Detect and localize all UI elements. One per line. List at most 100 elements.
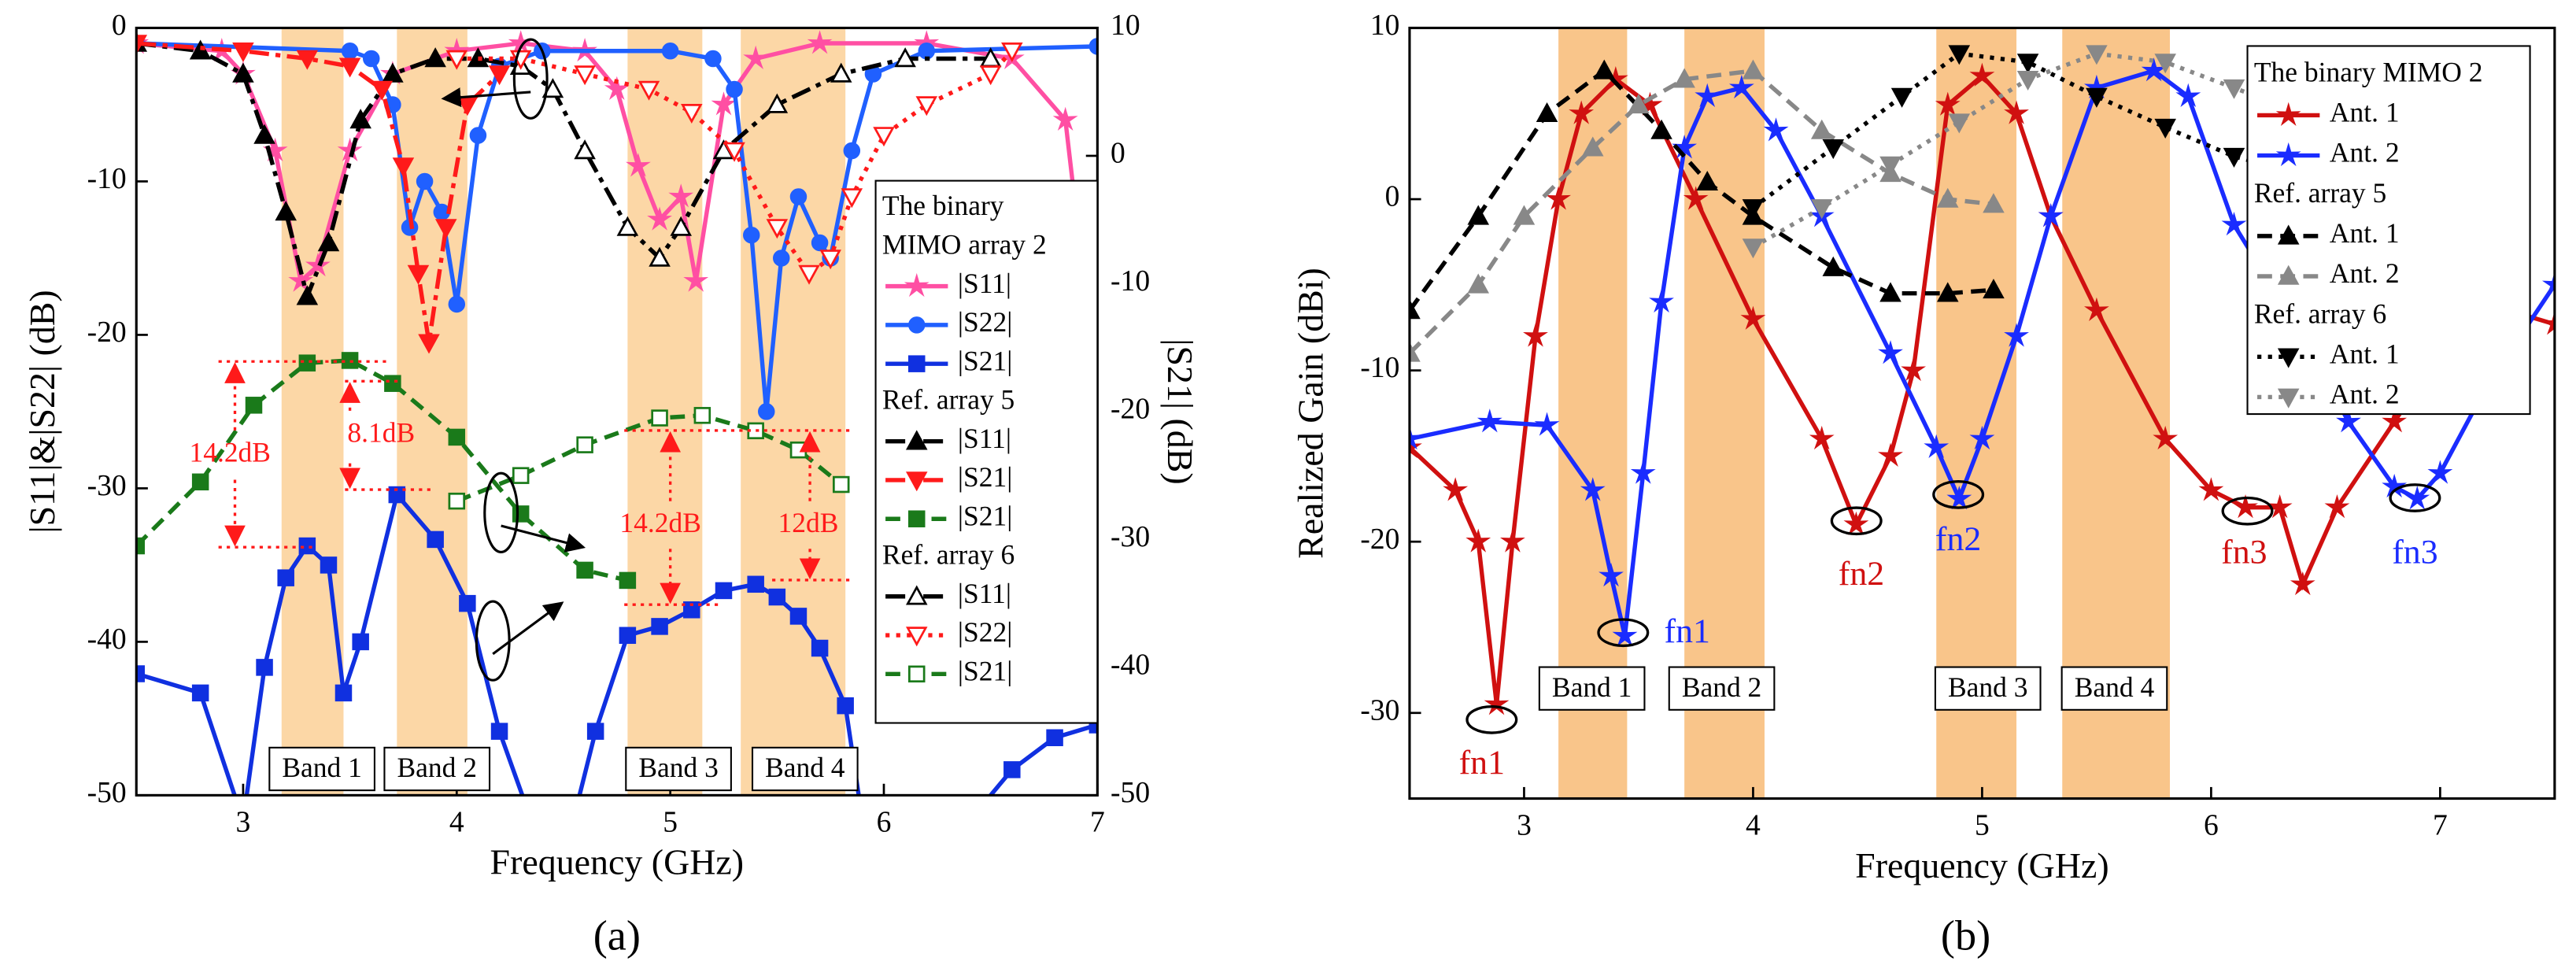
data-point xyxy=(1443,477,1469,501)
data-point xyxy=(843,142,861,160)
callout-ellipse xyxy=(512,38,549,120)
annotation: 8.1dB xyxy=(347,416,415,448)
data-point xyxy=(2223,79,2245,99)
data-point xyxy=(766,93,789,113)
data-point xyxy=(2154,54,2176,74)
band-label-box xyxy=(625,746,732,792)
data-point xyxy=(1580,477,1606,501)
frequency-band xyxy=(281,28,344,796)
data-point xyxy=(1924,434,1950,459)
legend-marker xyxy=(908,510,926,527)
y-tick-label: -20 xyxy=(87,316,127,349)
data-point xyxy=(136,35,148,55)
data-point xyxy=(1948,45,1971,65)
callout-ellipse xyxy=(1597,618,1650,648)
y2-tick-label: 10 xyxy=(1111,9,1140,42)
data-point xyxy=(715,582,733,600)
data-point xyxy=(459,594,476,612)
data-point xyxy=(1628,94,1650,114)
data-point xyxy=(490,723,508,740)
band-label-box xyxy=(268,746,375,792)
data-point xyxy=(1843,511,1869,535)
data-point xyxy=(1650,119,1672,139)
data-point xyxy=(1983,279,2005,299)
series-line xyxy=(136,41,522,304)
data-point xyxy=(1901,357,1927,382)
x-tick-label: 6 xyxy=(2204,810,2219,842)
plot-area xyxy=(136,30,1098,796)
caption: (b) xyxy=(1941,912,1990,959)
data-point xyxy=(2541,311,2555,335)
y-tick-label: -40 xyxy=(87,623,127,656)
data-point xyxy=(1409,425,1422,450)
legend-marker xyxy=(2277,348,2300,368)
legend-label: Ant. 1 xyxy=(2330,97,2400,128)
band-label-box xyxy=(1934,666,2042,711)
data-point xyxy=(392,157,415,178)
data-point xyxy=(1409,299,1421,320)
data-point xyxy=(1695,83,1720,108)
legend-marker xyxy=(905,627,928,647)
data-point xyxy=(232,62,254,83)
data-point xyxy=(1649,288,1674,313)
data-point xyxy=(2004,323,2029,347)
data-point xyxy=(918,42,936,60)
legend-label: Ant. 2 xyxy=(2330,137,2400,168)
data-point xyxy=(670,216,692,236)
x-tick-label: 6 xyxy=(877,807,892,839)
x-tick-label: 4 xyxy=(1746,810,1761,842)
data-point xyxy=(711,91,737,116)
data-point xyxy=(2290,571,2315,596)
legend-marker xyxy=(2277,388,2300,409)
data-point xyxy=(296,50,319,70)
data-point xyxy=(277,569,294,586)
annotation: fn1 xyxy=(1665,612,1710,650)
data-point xyxy=(418,334,440,354)
legend-marker xyxy=(908,355,926,372)
data-point xyxy=(2223,147,2245,168)
data-point xyxy=(362,50,380,68)
y-tick-label: 0 xyxy=(1385,181,1400,213)
data-point xyxy=(253,124,275,144)
x-tick-label: 7 xyxy=(1090,807,1105,839)
data-point xyxy=(191,473,209,491)
legend-label: |S21| xyxy=(958,655,1012,686)
data-point xyxy=(2016,71,2039,91)
callout-ellipse xyxy=(475,600,511,682)
data-point xyxy=(1879,156,1902,176)
data-point xyxy=(317,231,340,252)
data-point xyxy=(1534,412,1560,436)
data-point xyxy=(1890,87,1913,108)
legend-marker xyxy=(908,316,926,334)
data-point xyxy=(915,96,938,116)
data-point xyxy=(1728,74,1754,99)
data-point xyxy=(388,486,406,504)
series-line xyxy=(456,49,1014,277)
x-tick-label: 4 xyxy=(449,807,464,839)
y2-tick-label: -30 xyxy=(1111,521,1150,553)
data-point xyxy=(574,139,596,160)
data-point xyxy=(1969,62,1995,87)
callout-ellipse xyxy=(1830,506,1883,536)
data-point xyxy=(1003,761,1021,778)
y-tick-label: -50 xyxy=(87,777,127,809)
data-point xyxy=(1742,59,1765,79)
data-point xyxy=(384,375,401,392)
data-point xyxy=(693,407,711,424)
y-tick-label: -10 xyxy=(1360,352,1399,384)
data-point xyxy=(1969,425,1995,450)
band-label: Band 4 xyxy=(2075,671,2155,703)
legend-group-title: Ref. array 5 xyxy=(882,384,1015,416)
data-point xyxy=(2233,494,2258,519)
legend-label: |S21| xyxy=(958,500,1012,531)
band-label-box xyxy=(751,746,859,792)
y2-tick-label: 0 xyxy=(1111,138,1125,170)
data-point xyxy=(789,608,808,625)
data-point xyxy=(661,42,679,60)
data-point xyxy=(512,505,530,523)
data-point xyxy=(512,467,530,484)
data-point xyxy=(427,531,444,549)
data-point xyxy=(743,45,769,70)
annotation: fn2 xyxy=(1935,520,1981,558)
data-point xyxy=(807,30,833,54)
